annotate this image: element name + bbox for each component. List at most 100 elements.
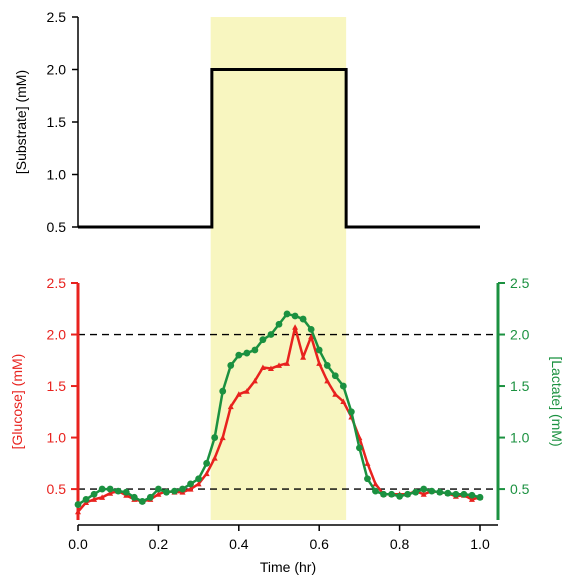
left-y-tick-label: 2.0 [47,327,67,343]
glucose-point [203,470,210,477]
right-y-tick-label: 2.5 [510,275,530,291]
glucose-point [468,496,475,502]
lactate-point [388,490,395,498]
lactate-point [122,488,130,496]
lactate-point [275,320,283,328]
lactate-point [219,387,227,395]
lactate-point [404,490,412,498]
lactate-point [235,351,243,359]
glucose-point [332,391,339,397]
lactate-point [179,485,186,493]
lactate-point [146,493,154,501]
lactate-point [138,498,146,505]
glucose-point [284,360,291,366]
lactate-point [211,434,219,441]
left-y-tick-label: 1.0 [47,430,67,446]
lactate-point [323,362,331,369]
glucose-point [276,362,282,368]
lactate-point [98,485,106,493]
right-y-tick-label: 1.5 [510,378,530,394]
top-y-tick-label: 2.0 [47,62,67,78]
substrate-line [78,68,480,229]
substrate-panel: 0.5 1.0 1.5 2.0 2.5 [Substrate] (mM) [13,9,480,235]
lactate-point [243,349,251,357]
lactate-point [476,493,484,501]
lactate-point [436,488,444,496]
lactate-point [203,459,211,467]
glucose-point [99,494,106,500]
right-y-tick-label: 0.5 [510,481,530,497]
glucose-point [107,490,114,496]
lactate-point [347,408,355,416]
lactate-point [315,346,323,354]
lactate-point [428,487,436,495]
lactate-point [195,475,203,483]
lactate-point [420,485,428,493]
x-tick-label: 1.0 [470,536,490,552]
glucose-point [219,434,226,441]
glucose-point [75,508,81,515]
glucose-point [211,455,218,461]
glucose-point [340,398,347,404]
lactate-point [396,492,403,500]
glucose-point [227,403,234,410]
lactate-point [155,485,162,493]
glucose-lactate-panel: 0.5 1.0 1.5 2.0 2.5 [Glucose] (mM) 0.5 1.0 1.5 2.… [9,275,565,575]
glucose-point [195,480,202,487]
glucose-point [243,388,250,394]
left-y-tick-label: 2.5 [47,275,67,291]
lactate-point [163,488,170,496]
right-y-tick-label: 2.0 [510,327,530,343]
lactate-point [444,489,452,497]
lactate-point [90,490,98,498]
lactate-point [82,495,90,503]
glucose-point [300,354,307,360]
top-y-axis-label: [Substrate] (mM) [13,70,29,174]
top-y-tick-label: 1.0 [47,167,67,183]
highlight-band [210,17,347,520]
x-tick-label: 0.8 [390,536,410,552]
glucose-point [316,360,323,366]
lactate-point [130,493,138,501]
lactate-point [259,336,267,344]
glucose-point [324,377,331,384]
glucose-point [372,480,379,487]
top-y-tick-label: 2.5 [47,9,67,25]
glucose-point [187,486,194,492]
glucose-point [259,364,266,370]
lactate-point [291,312,299,320]
lactate-point [187,480,194,488]
lactate-point [251,346,259,354]
lactate-point [372,487,379,495]
lactate-point [452,490,460,498]
lactate-point [331,372,339,380]
lactate-point [106,485,114,493]
glucose-point [155,491,162,497]
glucose-point [91,496,98,502]
left-y-tick-label: 1.5 [47,378,67,394]
lactate-point [460,490,468,498]
right-y-axis-label: [Lactate] (mM) [549,356,565,446]
left-y-axis-label: [Glucose] (mM) [9,354,25,450]
glucose-point [235,391,242,397]
x-tick-label: 0.6 [309,536,329,552]
glucose-point [364,460,371,466]
top-y-tick-label: 0.5 [47,219,67,235]
lactate-point [307,325,315,333]
glucose-point [420,491,427,497]
x-tick-label: 0.0 [68,536,88,552]
lactate-point [468,491,476,499]
lactate-point [364,475,371,483]
x-axis-label: Time (hr) [260,559,316,575]
lactate-point [171,487,178,495]
glucose-point [251,377,258,384]
lactate-point [412,488,420,496]
lactate-point [227,362,235,369]
lactate-point [356,444,363,452]
left-y-tick-label: 0.5 [47,481,67,497]
lactate-point [380,490,387,498]
lactate-point [299,315,307,323]
x-tick-label: 0.2 [149,536,169,552]
lactate-point [74,501,82,508]
